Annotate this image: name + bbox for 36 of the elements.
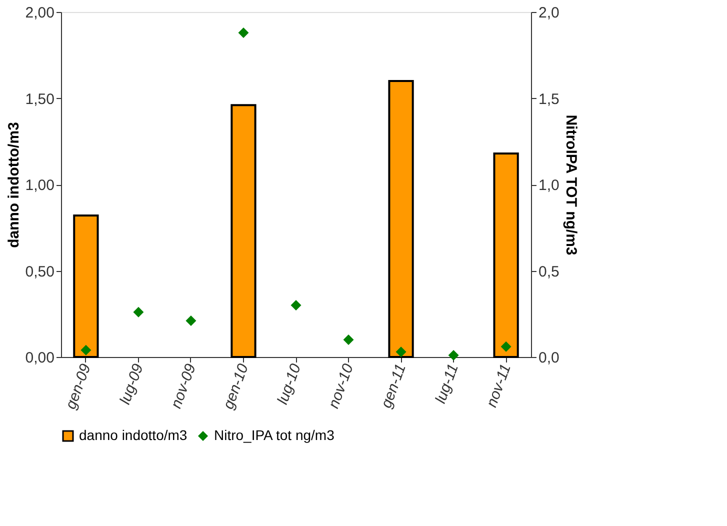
x-tick-label: gen-11: [378, 362, 410, 410]
y-tick-label: 0,00: [25, 350, 54, 366]
y2-axis-title: NitroIPA TOT ng/m3: [562, 114, 580, 256]
point: [448, 350, 459, 361]
y-tick-label: 1,50: [25, 90, 54, 108]
point: [343, 334, 354, 345]
x-tick-label: gen-09: [62, 361, 95, 412]
x-tick-label: nov-09: [168, 361, 200, 411]
legend-label: danno indotto/m3: [79, 427, 188, 443]
x-tick-label: nov-10: [325, 361, 358, 411]
y2-tick-label: 0,5: [538, 263, 560, 280]
x-tick-label: nov-11: [483, 362, 515, 410]
bar: [493, 152, 519, 358]
y2-tick-label: 1,5: [538, 90, 560, 108]
point: [186, 316, 196, 326]
y-tick-label: 1,00: [25, 177, 54, 194]
point: [238, 27, 249, 38]
bar: [230, 104, 256, 358]
y2-tick-label: 1,0: [538, 177, 560, 194]
y2-tick-label: 2,0: [538, 4, 560, 22]
point: [80, 344, 92, 356]
y-tick-label: 2,00: [25, 4, 54, 22]
y-tick-label: 0,50: [25, 263, 54, 280]
point: [396, 346, 406, 358]
point: [290, 300, 302, 310]
x-tick-label: lug-10: [274, 361, 305, 407]
x-tick-label: gen-10: [220, 361, 252, 412]
legend-label: Nitro_IPA tot ng/m3: [214, 427, 335, 443]
y2-tick-label: 0,0: [538, 350, 560, 366]
x-tick-label: lug-09: [116, 361, 148, 407]
bar: [388, 80, 414, 358]
point: [133, 306, 144, 318]
point: [500, 341, 512, 352]
y-axis-title: danno indotto/m3: [5, 122, 22, 248]
bar: [73, 214, 99, 358]
x-tick-label: lug-11: [432, 362, 462, 406]
